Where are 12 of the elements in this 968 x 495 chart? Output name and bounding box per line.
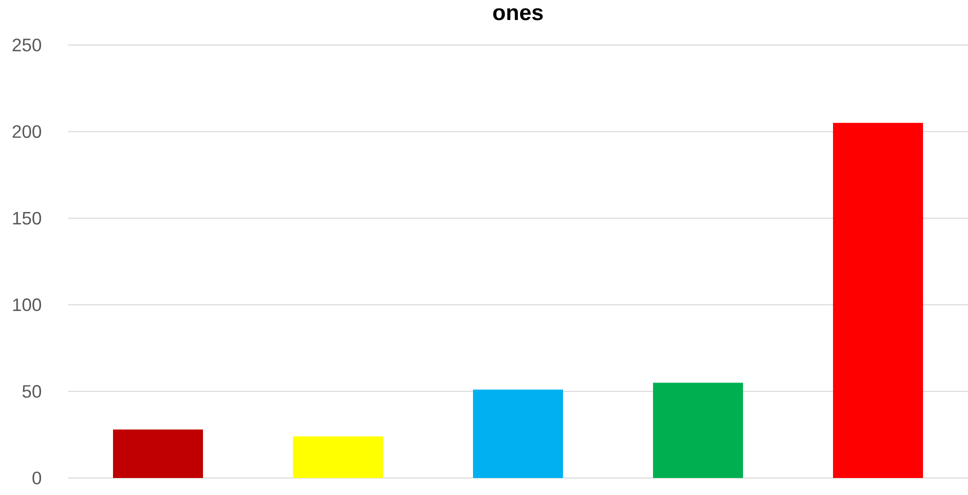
y-tick-label: 250 bbox=[12, 38, 42, 52]
y-tick-label: 0 bbox=[32, 472, 42, 484]
chart-title: ones bbox=[493, 8, 543, 20]
y-tick-label: 100 bbox=[13, 298, 42, 312]
bar bbox=[473, 390, 564, 478]
bar bbox=[293, 436, 384, 478]
bar bbox=[653, 382, 744, 478]
bar bbox=[113, 430, 203, 478]
y-tick-label: 200 bbox=[12, 125, 42, 138]
bar bbox=[833, 122, 924, 478]
y-tick-label: 50 bbox=[22, 385, 42, 398]
y-tick-label: 150 bbox=[13, 212, 42, 225]
